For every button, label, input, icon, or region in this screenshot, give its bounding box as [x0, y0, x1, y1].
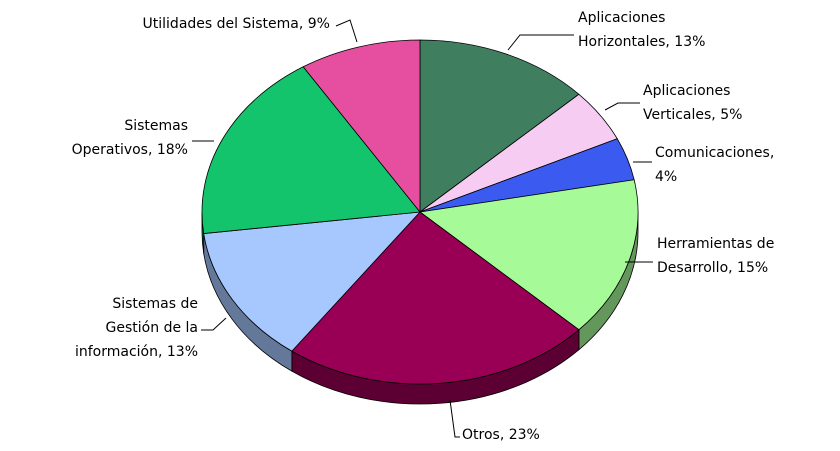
- slice-label: Utilidades del Sistema, 9%: [143, 16, 330, 32]
- label-line: Verticales, 5%: [643, 107, 742, 123]
- leader-line: [201, 317, 227, 331]
- label-line: Desarrollo, 15%: [657, 260, 768, 276]
- slice: [302, 39, 421, 214]
- label-line: Herramientas de: [657, 236, 774, 252]
- label-line: Otros, 23%: [462, 427, 540, 443]
- label-line: información, 13%: [75, 344, 198, 360]
- slice: [418, 179, 639, 331]
- label-line: Comunicaciones,: [655, 145, 774, 161]
- slice-label: Aplicaciones Horizontales, 13%: [578, 10, 705, 50]
- slice: [291, 211, 580, 385]
- leader-line: [604, 102, 640, 111]
- label-line: Gestión de la: [106, 320, 198, 336]
- label-line: Sistemas: [124, 118, 188, 134]
- label-line: Sistemas de: [112, 296, 198, 312]
- label-line: Aplicaciones: [643, 83, 730, 99]
- label-line: Horizontales, 13%: [578, 34, 705, 50]
- slice-label: Comunicaciones, 4%: [655, 145, 774, 185]
- leader-line: [507, 34, 574, 51]
- label-line: Operativos, 18%: [72, 142, 188, 158]
- leader-line: [449, 399, 460, 438]
- label-line: Aplicaciones: [578, 10, 665, 26]
- label-line: Utilidades del Sistema, 9%: [143, 16, 330, 32]
- label-line: 4%: [655, 169, 677, 185]
- slice: [203, 211, 422, 352]
- leader-line: [335, 19, 358, 43]
- slice-label: Herramientas de Desarrollo, 15%: [657, 236, 774, 276]
- slice-label: Otros, 23%: [462, 427, 540, 443]
- slice: [419, 39, 580, 213]
- slice-label: Aplicaciones Verticales, 5%: [643, 83, 742, 123]
- slice-label: Sistemas de Gestión de la información, 13%: [75, 296, 198, 360]
- slice: [201, 66, 421, 234]
- slice-label: Sistemas Operativos, 18%: [72, 118, 188, 158]
